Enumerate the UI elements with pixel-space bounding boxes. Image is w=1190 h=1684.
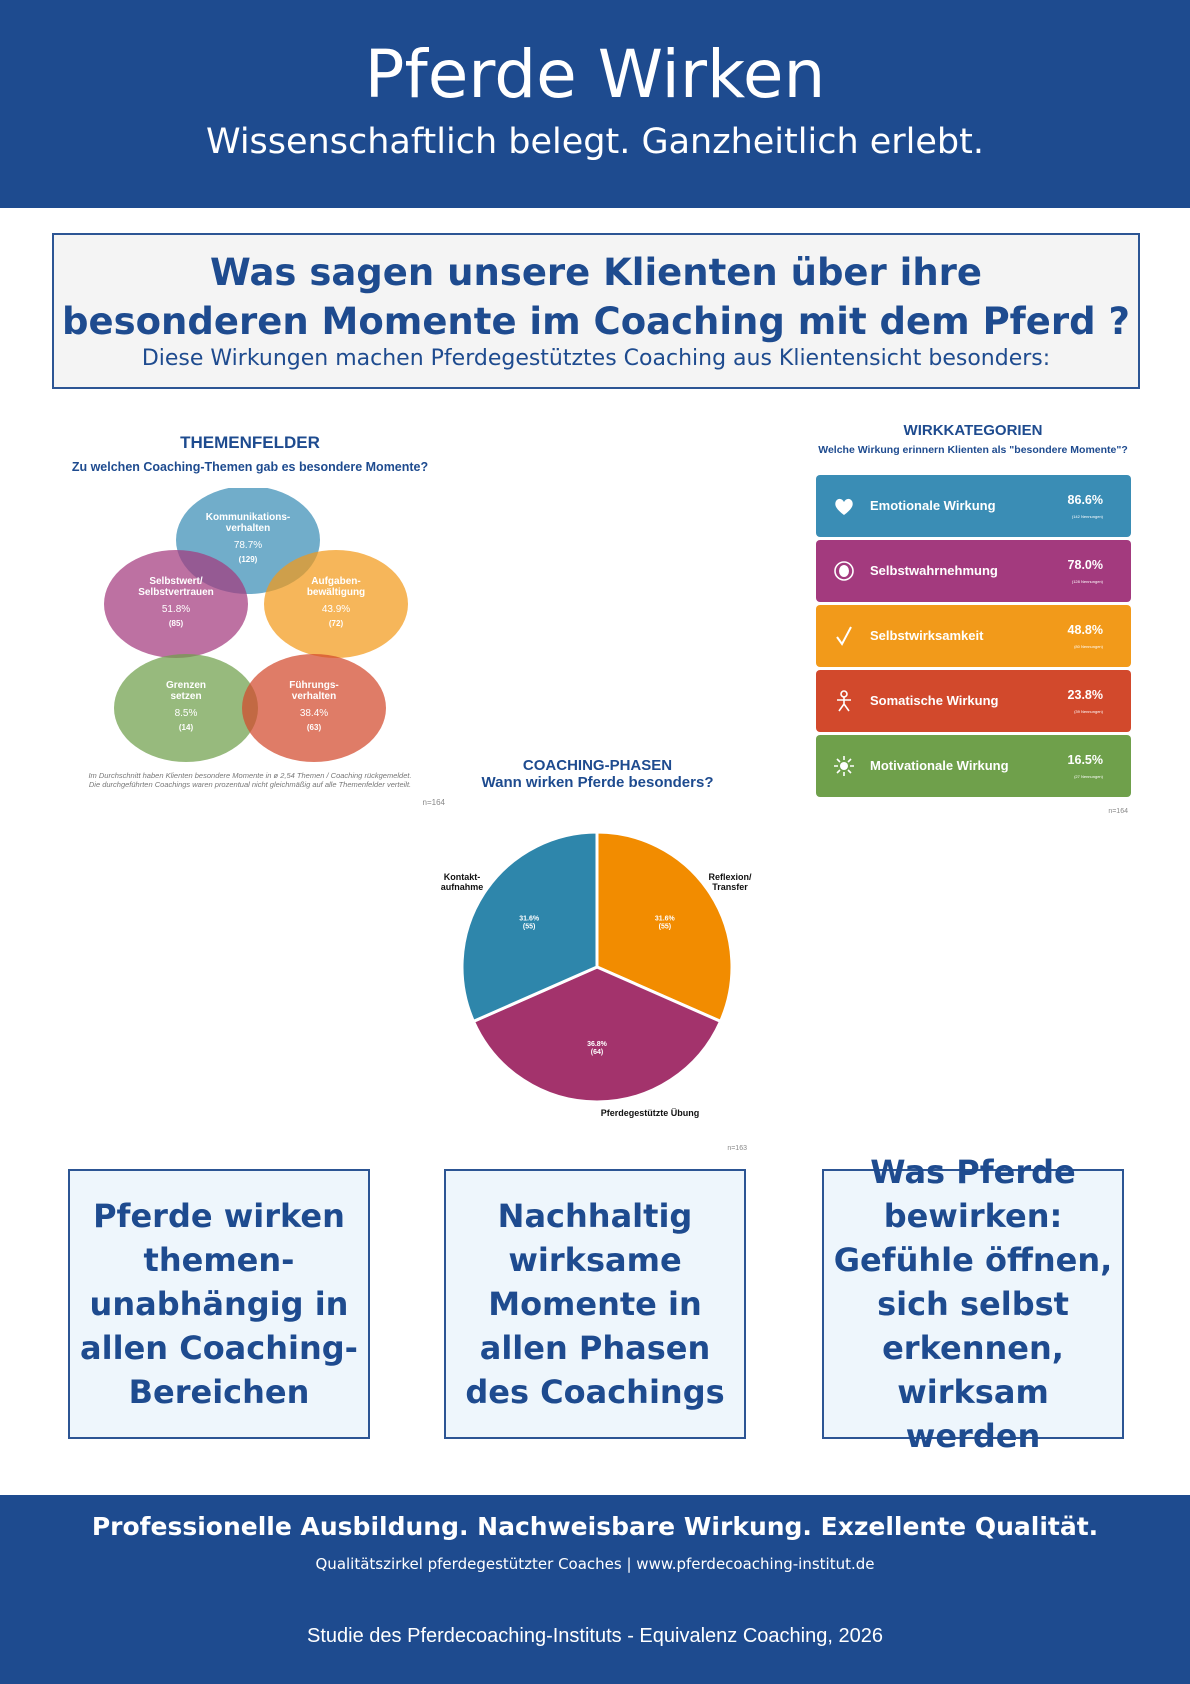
wirkkategorie-count: (142 Nennungen) — [1071, 514, 1103, 519]
heart-icon — [835, 498, 853, 515]
key-message-box-3: Was Pferde bewirken: Gefühle öffnen, sic… — [822, 1153, 1124, 1455]
wirkkategorie-label: Emotionale Wirkung — [870, 498, 996, 513]
wirkkategorie-row: Somatische Wirkung 23.8% (39 Nennungen) — [816, 670, 1131, 732]
wirkkategorien-sample-size: n=164 — [1108, 808, 1128, 815]
pie-slice-percent: 36.8% — [587, 1041, 608, 1048]
sun-icon — [834, 756, 854, 776]
question-line-3: Diese Wirkungen machen Pferdegestütztes … — [141, 346, 1051, 371]
pie-slice-label: aufnahme — [441, 882, 484, 892]
page-title: Pferde Wirken — [364, 36, 826, 113]
wirkkategorie-label: Motivationale Wirkung — [870, 758, 1009, 773]
venn-label-line-1: Selbstwert/ — [149, 576, 203, 587]
pie-slice-percent: 31.6% — [519, 916, 540, 923]
venn-count: (63) — [307, 723, 322, 732]
wirkkategorie-row: Selbstwirksamkeit 48.8% (80 Nennungen) — [816, 605, 1131, 667]
pie-slice-count: (64) — [591, 1049, 603, 1056]
wirkkategorie-percent: 86.6% — [1067, 493, 1103, 507]
venn-label-line-2: setzen — [170, 691, 201, 702]
wirkkategorie-label: Selbstwirksamkeit — [870, 628, 984, 643]
question-box — [52, 233, 1140, 389]
themenfelder-note-line-1: Im Durchschnitt haben Klienten besondere… — [88, 771, 412, 780]
wirkkategorie-count: (128 Nennungen) — [1071, 579, 1103, 584]
checkmark-icon — [836, 626, 852, 646]
venn-label-line-2: bewältigung — [307, 587, 365, 598]
coaching-phasen-pie-chart: 31.6%(55)Reflexion/Transfer36.8%(64)Pfer… — [441, 830, 752, 1118]
venn-count: (85) — [169, 619, 184, 628]
wirkkategorie-percent: 16.5% — [1067, 753, 1103, 767]
venn-percent: 78.7% — [234, 540, 262, 551]
wirkkategorie-percent: 78.0% — [1067, 558, 1103, 572]
wirkkategorie-count: (27 Nennungen) — [1074, 774, 1103, 779]
eye-icon — [834, 561, 854, 581]
venn-percent: 8.5% — [175, 708, 198, 719]
themenfelder-venn-chart: Kommunikations-verhalten78.7%(129)Selbst… — [104, 488, 408, 762]
themenfelder-sample-size: n=164 — [422, 798, 445, 807]
pie-slice — [595, 830, 734, 1024]
venn-label-line-2: Selbstvertrauen — [138, 587, 214, 598]
venn-circle — [104, 550, 248, 658]
venn-label-line-1: Führungs- — [289, 680, 338, 691]
footer-banner — [0, 1495, 1190, 1684]
wirkkategorie-count: (39 Nennungen) — [1074, 709, 1103, 714]
pie-slice-label: Transfer — [712, 882, 748, 892]
wirkkategorie-label: Selbstwahrnehmung — [870, 563, 998, 578]
wirkkategorie-percent: 48.8% — [1067, 623, 1103, 637]
person-icon — [837, 690, 851, 712]
themenfelder-subtitle: Zu welchen Coaching-Themen gab es besond… — [71, 460, 429, 474]
venn-circle — [264, 550, 408, 658]
question-line-1: Was sagen unsere Klienten über ihre — [209, 251, 983, 294]
wirkkategorie-percent: 23.8% — [1067, 688, 1103, 702]
venn-label-line-1: Grenzen — [166, 680, 206, 691]
footer-claim: Professionelle Ausbildung. Nachweisbare … — [91, 1512, 1099, 1541]
pie-slice-count: (55) — [659, 924, 671, 931]
venn-count: (129) — [239, 555, 258, 564]
wirkkategorie-row: Emotionale Wirkung 86.6% (142 Nennungen) — [816, 475, 1131, 537]
question-line-2: besonderen Momente im Coaching mit dem P… — [62, 300, 1130, 343]
pie-slice-count: (55) — [523, 924, 535, 931]
footer-study-credit: Studie des Pferdecoaching-Instituts - Eq… — [307, 1625, 883, 1647]
pie-slice-label: Kontakt- — [444, 872, 481, 882]
venn-set-5: Führungs-verhalten 38.4% (63) — [242, 654, 386, 762]
key-message-text-1: Pferde wirken themen-unabhängig in allen… — [80, 1197, 358, 1411]
themenfelder-title: THEMENFELDER — [180, 433, 320, 452]
page-subtitle: Wissenschaftlich belegt. Ganzheitlich er… — [205, 122, 984, 162]
venn-percent: 43.9% — [322, 604, 350, 615]
wirkkategorie-count: (80 Nennungen) — [1074, 644, 1103, 649]
wirkkategorie-label: Somatische Wirkung — [870, 693, 999, 708]
pie-slice-label: Pferdegestützte Übung — [601, 1108, 700, 1118]
wirkkategorien-title: WIRKKATEGORIEN — [903, 422, 1043, 439]
venn-circle — [114, 654, 258, 762]
coaching-phasen-title: COACHING-PHASEN — [522, 757, 673, 774]
venn-label-line-2: verhalten — [292, 691, 336, 702]
key-message-box-2: Nachhaltig wirksame Momente in allen Pha… — [444, 1169, 746, 1439]
venn-count: (14) — [179, 723, 194, 732]
venn-percent: 38.4% — [300, 708, 328, 719]
coaching-phasen-sample-size: n=163 — [727, 1145, 747, 1152]
venn-label-line-1: Kommunikations- — [206, 512, 290, 523]
pie-slice-percent: 31.6% — [655, 916, 676, 923]
pie-slice — [460, 830, 599, 1024]
key-message-text-3: Was Pferde bewirken: Gefühle öffnen, sic… — [833, 1153, 1113, 1455]
venn-set-3: Aufgaben-bewältigung 43.9% (72) — [264, 550, 408, 658]
wirkkategorie-row: Motivationale Wirkung 16.5% (27 Nennungen) — [816, 735, 1131, 797]
themenfelder-note: Im Durchschnitt haben Klienten besondere… — [80, 771, 420, 789]
pie-slice — [471, 965, 723, 1104]
themenfelder-note-line-2: Die durchgeführten Coachings waren proze… — [88, 780, 412, 789]
footer-contact: Qualitätszirkel pferdegestützter Coaches… — [315, 1555, 875, 1573]
key-message-text-2: Nachhaltig wirksame Momente in allen Pha… — [465, 1197, 725, 1411]
pie-slice-label: Reflexion/ — [708, 872, 752, 882]
header-banner — [0, 0, 1190, 208]
venn-label-line-1: Aufgaben- — [311, 576, 360, 587]
wirkkategorie-row: Selbstwahrnehmung 78.0% (128 Nennungen) — [816, 540, 1131, 602]
venn-circle — [242, 654, 386, 762]
venn-percent: 51.8% — [162, 604, 190, 615]
key-message-box-1: Pferde wirken themen-unabhängig in allen… — [68, 1169, 370, 1439]
wirkkategorien-subtitle: Welche Wirkung erinnern Klienten als "be… — [818, 444, 1128, 456]
venn-count: (72) — [329, 619, 344, 628]
venn-label-line-2: verhalten — [226, 523, 270, 534]
venn-set-2: Selbstwert/Selbstvertrauen 51.8% (85) — [104, 550, 248, 658]
coaching-phasen-subtitle: Wann wirken Pferde besonders? — [481, 774, 714, 791]
